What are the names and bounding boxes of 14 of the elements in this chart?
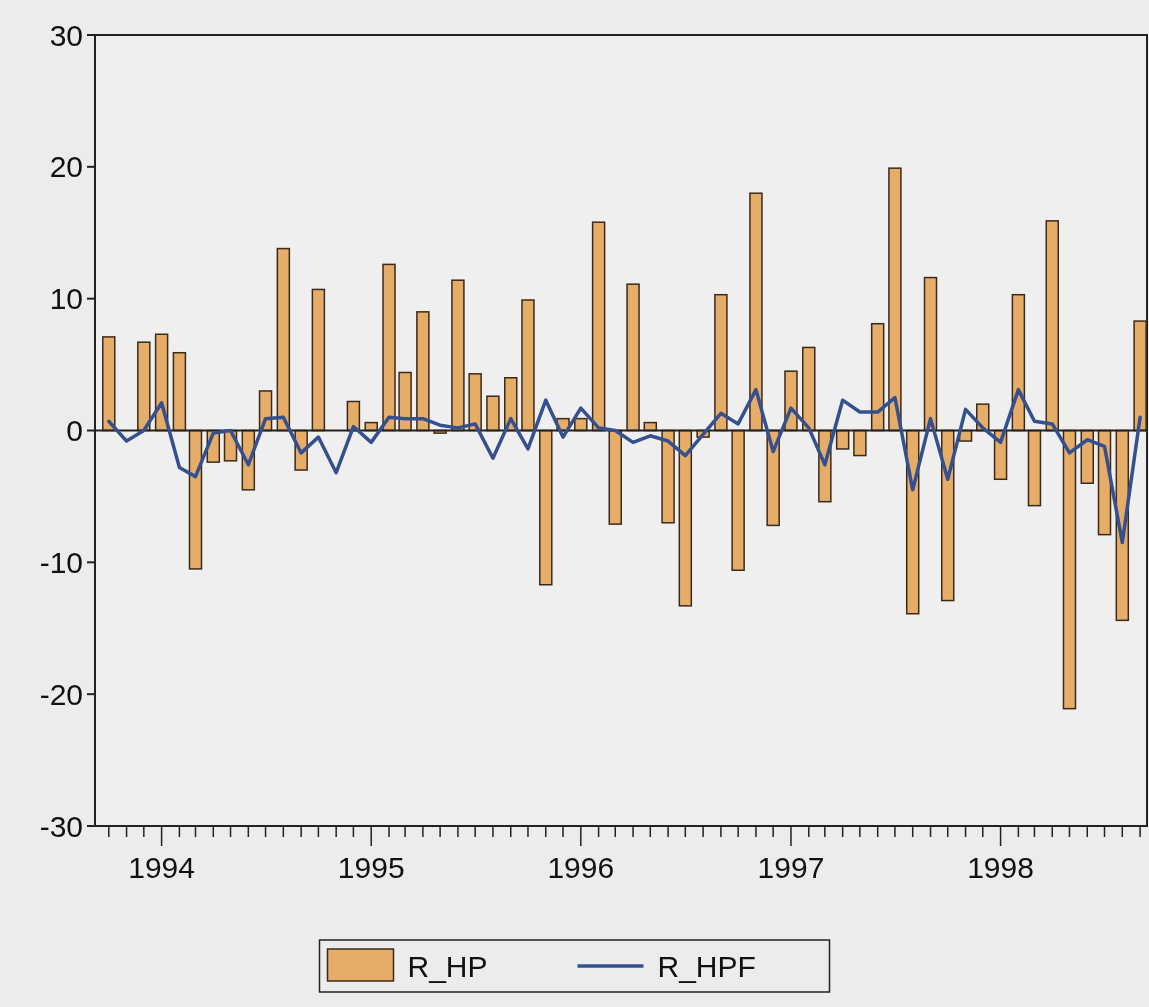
x-tick-label: 1997: [757, 851, 825, 884]
y-tick-label: 20: [49, 150, 83, 184]
y-tick-label: 10: [49, 282, 83, 316]
y-tick-label: 30: [49, 18, 83, 52]
legend-label: R_HP: [407, 950, 488, 983]
y-tick-label: -10: [39, 545, 83, 579]
x-tick-label: 1998: [967, 851, 1034, 884]
x-tick-label: 1994: [128, 851, 195, 884]
x-tick-label: 1995: [337, 851, 405, 884]
y-tick-label: 0: [66, 414, 83, 447]
y-tick-label: -20: [39, 677, 83, 711]
y-tick-label: -30: [39, 809, 83, 843]
legend-label: R_HPF: [657, 950, 756, 983]
x-tick-label: 1996: [547, 851, 615, 884]
